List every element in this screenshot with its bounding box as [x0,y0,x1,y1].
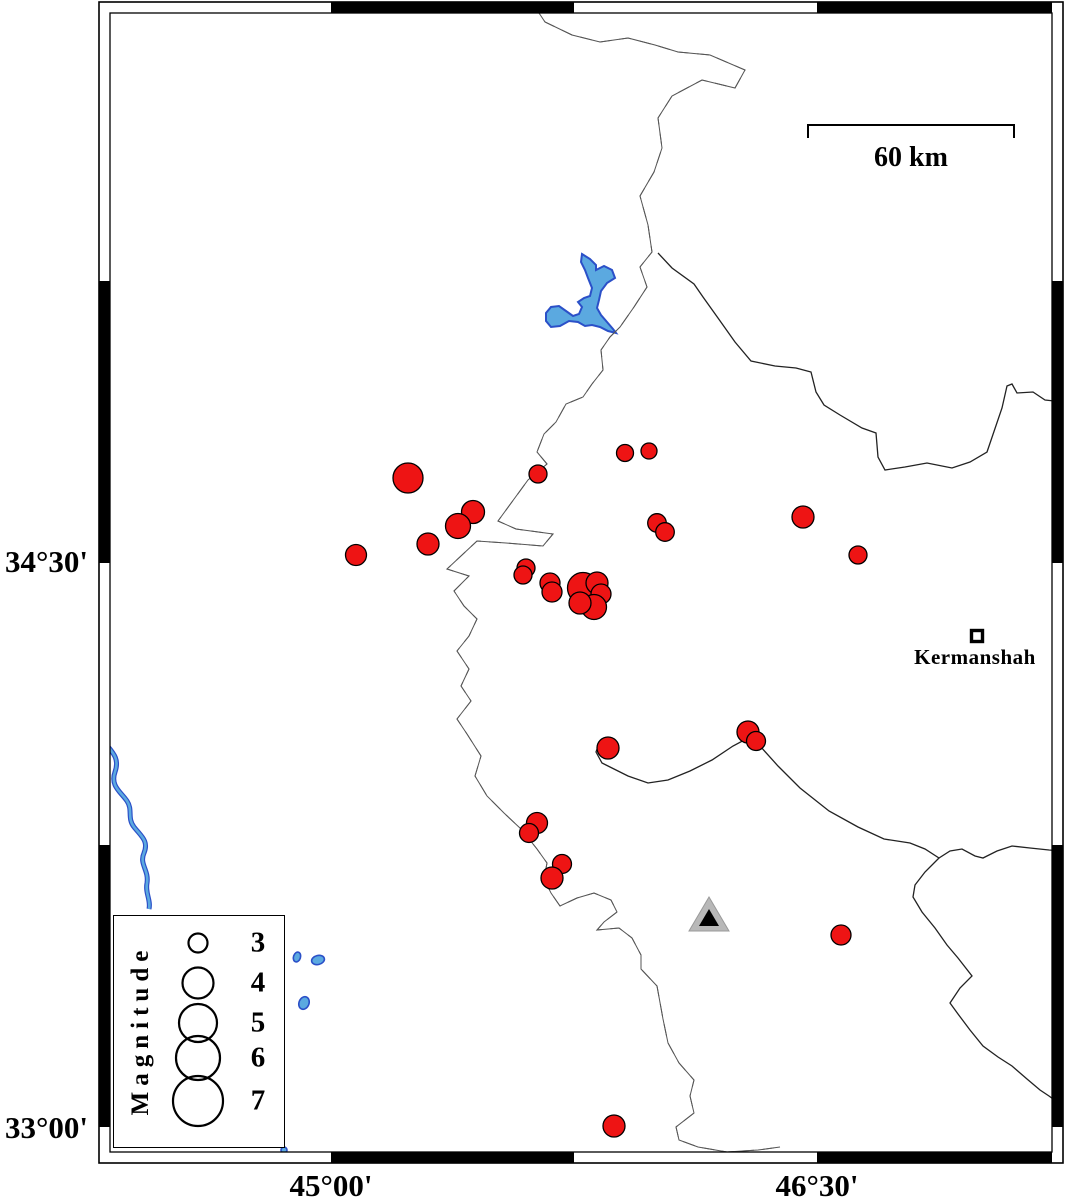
legend-magnitude-label: 5 [250,1006,266,1039]
city-label: Kermanshah [914,645,1036,669]
lat-label-34-30: 34°30' [4,544,88,579]
epicenter-circle [518,822,540,844]
lon-label-45-00: 45°00' [289,1168,373,1200]
epicenter-circle [344,543,368,567]
epicenter-circle [830,924,852,946]
river [110,745,152,910]
interior-boundaries [595,252,1052,1099]
lake [545,252,619,335]
map-frame [98,1,1064,1164]
scale-bar [807,124,1015,138]
epicenter-circle [655,522,675,542]
epicenter-circle [848,545,868,565]
epicenter-circle [513,565,533,585]
epicenter-layer [344,442,868,1138]
epicenter-circle [791,505,815,529]
epicenter-circle [640,442,658,460]
epicenter-circle [416,532,440,556]
international-border [445,13,782,1152]
legend-title: Magnitude [127,944,154,1116]
city-square-marker [969,628,985,644]
epicenter-circle [528,464,548,484]
epicenter-circle [602,1114,626,1138]
scale-bar-label: 60 km [874,142,948,173]
small-water-bodies [280,951,326,1152]
epicenter-circle [615,443,635,463]
epicenter-circle [745,730,767,752]
lon-label-46-30: 46°30' [775,1168,859,1200]
legend-magnitude-label: 6 [250,1041,266,1074]
epicenter-circle [568,591,592,615]
station-triangle-icon [688,896,730,932]
legend-magnitude-label: 4 [250,966,266,999]
epicenter-circle [444,512,472,540]
epicenter-circle [541,581,563,603]
legend-magnitude-label: 7 [250,1084,266,1117]
legend-magnitude-label: 3 [250,926,266,959]
epicenter-circle [540,866,564,890]
lat-label-33-00: 33°00' [4,1110,88,1145]
epicenter-circle [596,736,620,760]
epicenter-circle [392,462,424,494]
